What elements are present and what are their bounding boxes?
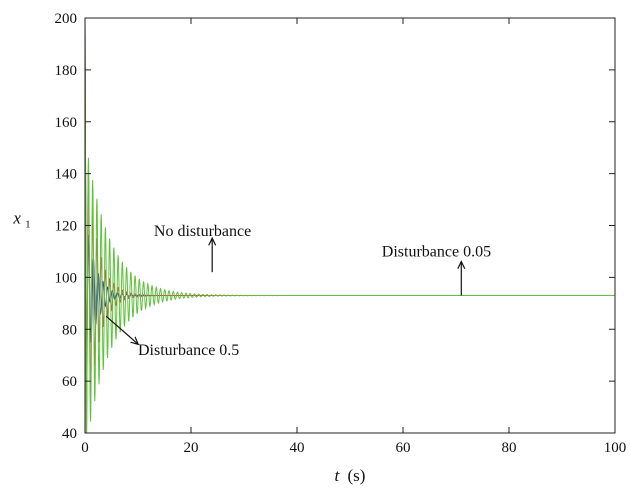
annotation-arrow-3 (105, 315, 139, 345)
y-tick-label: 160 (55, 115, 78, 131)
y-tick-label: 140 (55, 167, 78, 183)
annotation-label-1: No disturbance (154, 223, 251, 240)
y-tick-label: 200 (55, 11, 78, 27)
annotation-arrowhead-2 (457, 260, 466, 269)
x-axis-label: t (s) (335, 466, 366, 485)
x-tick-label: 100 (604, 440, 627, 456)
x-tick-label: 60 (396, 440, 411, 456)
y-tick-label: 120 (55, 219, 78, 235)
x-tick-label: 20 (184, 440, 199, 456)
y-tick-label: 60 (62, 374, 77, 390)
y-axis-var: x (12, 209, 21, 228)
annotation-label-2: Disturbance 0.05 (382, 244, 491, 261)
y-tick-label: 80 (62, 322, 77, 338)
x-tick-label: 40 (290, 440, 305, 456)
y-axis-sub: 1 (25, 219, 31, 231)
annotation-arrowhead-3 (130, 336, 140, 346)
y-tick-label: 40 (62, 426, 77, 442)
annotation-layer: No disturbance Disturbance 0.05 Disturbanc… (105, 223, 491, 359)
series-layer (84, 17, 615, 434)
tick-layer: 0 20 40 60 80 100 40 60 80 100 120 140 160 180 200 (55, 11, 627, 456)
series-line-3 (84, 17, 615, 434)
y-axis-label: x 1 (12, 209, 30, 231)
y-tick-label: 180 (55, 63, 78, 79)
x-tick-label: 0 (81, 440, 89, 456)
series-line-1 (84, 17, 615, 374)
annotation-arrowhead-1 (208, 236, 217, 246)
x-axis-var: t (335, 466, 341, 485)
x-tick-label: 80 (502, 440, 517, 456)
x-axis-unit: (s) (348, 466, 366, 485)
annotation-label-3: Disturbance 0.5 (138, 342, 239, 359)
y-tick-label: 100 (55, 270, 78, 286)
